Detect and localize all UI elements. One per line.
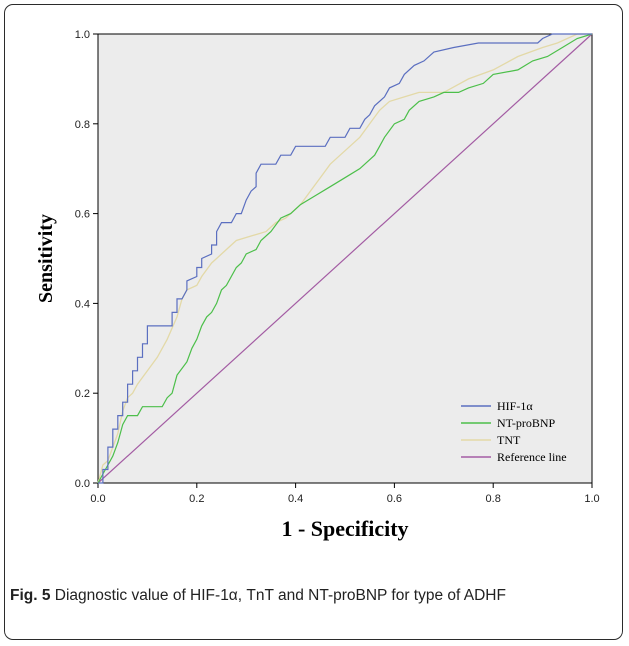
- x-tick-label: 0.4: [288, 493, 303, 505]
- y-tick-label: 0.6: [75, 209, 90, 221]
- series-line-tnt: [97, 33, 592, 484]
- legend-label: Reference line: [497, 450, 567, 464]
- series-line-hif-1-: [98, 33, 592, 484]
- legend-label: TNT: [497, 433, 521, 447]
- figure-caption-text: Diagnostic value of HIF-1α, TnT and NT-p…: [50, 587, 506, 604]
- series-line-nt-probnp: [97, 33, 593, 484]
- y-tick-label: 0.0: [75, 478, 90, 490]
- series-line-reference-line: [97, 33, 593, 484]
- y-axis-title: Sensitivity: [35, 214, 57, 303]
- y-tick-label: 0.4: [75, 298, 90, 310]
- figure-label: Fig. 5: [10, 587, 51, 604]
- roc-chart: 0.0 0.2 0.4 0.6 0.8 1.0 0.0 0.2 0.4 0.6 0.8 1.0 1 -…: [35, 29, 600, 541]
- y-tick-label: 1.0: [75, 29, 90, 41]
- x-tick-label: 0.8: [486, 493, 501, 505]
- y-tick-label: 0.2: [75, 388, 90, 400]
- x-axis-title: 1 - Specificity: [281, 516, 408, 541]
- axis-ticks: 0.0 0.2 0.4 0.6 0.8 1.0 0.0 0.2 0.4 0.6 0.8 1.0: [75, 29, 600, 505]
- y-tick-label: 0.8: [75, 119, 90, 131]
- figure-caption: Fig. 5 Diagnostic value of HIF-1α, TnT a…: [10, 585, 610, 606]
- series-lines: [97, 33, 593, 484]
- x-tick-label: 1.0: [584, 493, 599, 505]
- legend: HIF-1α NT-proBNP TNT Reference line: [461, 399, 567, 464]
- x-tick-label: 0.0: [90, 493, 105, 505]
- legend-label: HIF-1α: [497, 399, 533, 413]
- legend-label: NT-proBNP: [497, 416, 556, 430]
- x-tick-label: 0.6: [387, 493, 402, 505]
- x-tick-label: 0.2: [189, 493, 204, 505]
